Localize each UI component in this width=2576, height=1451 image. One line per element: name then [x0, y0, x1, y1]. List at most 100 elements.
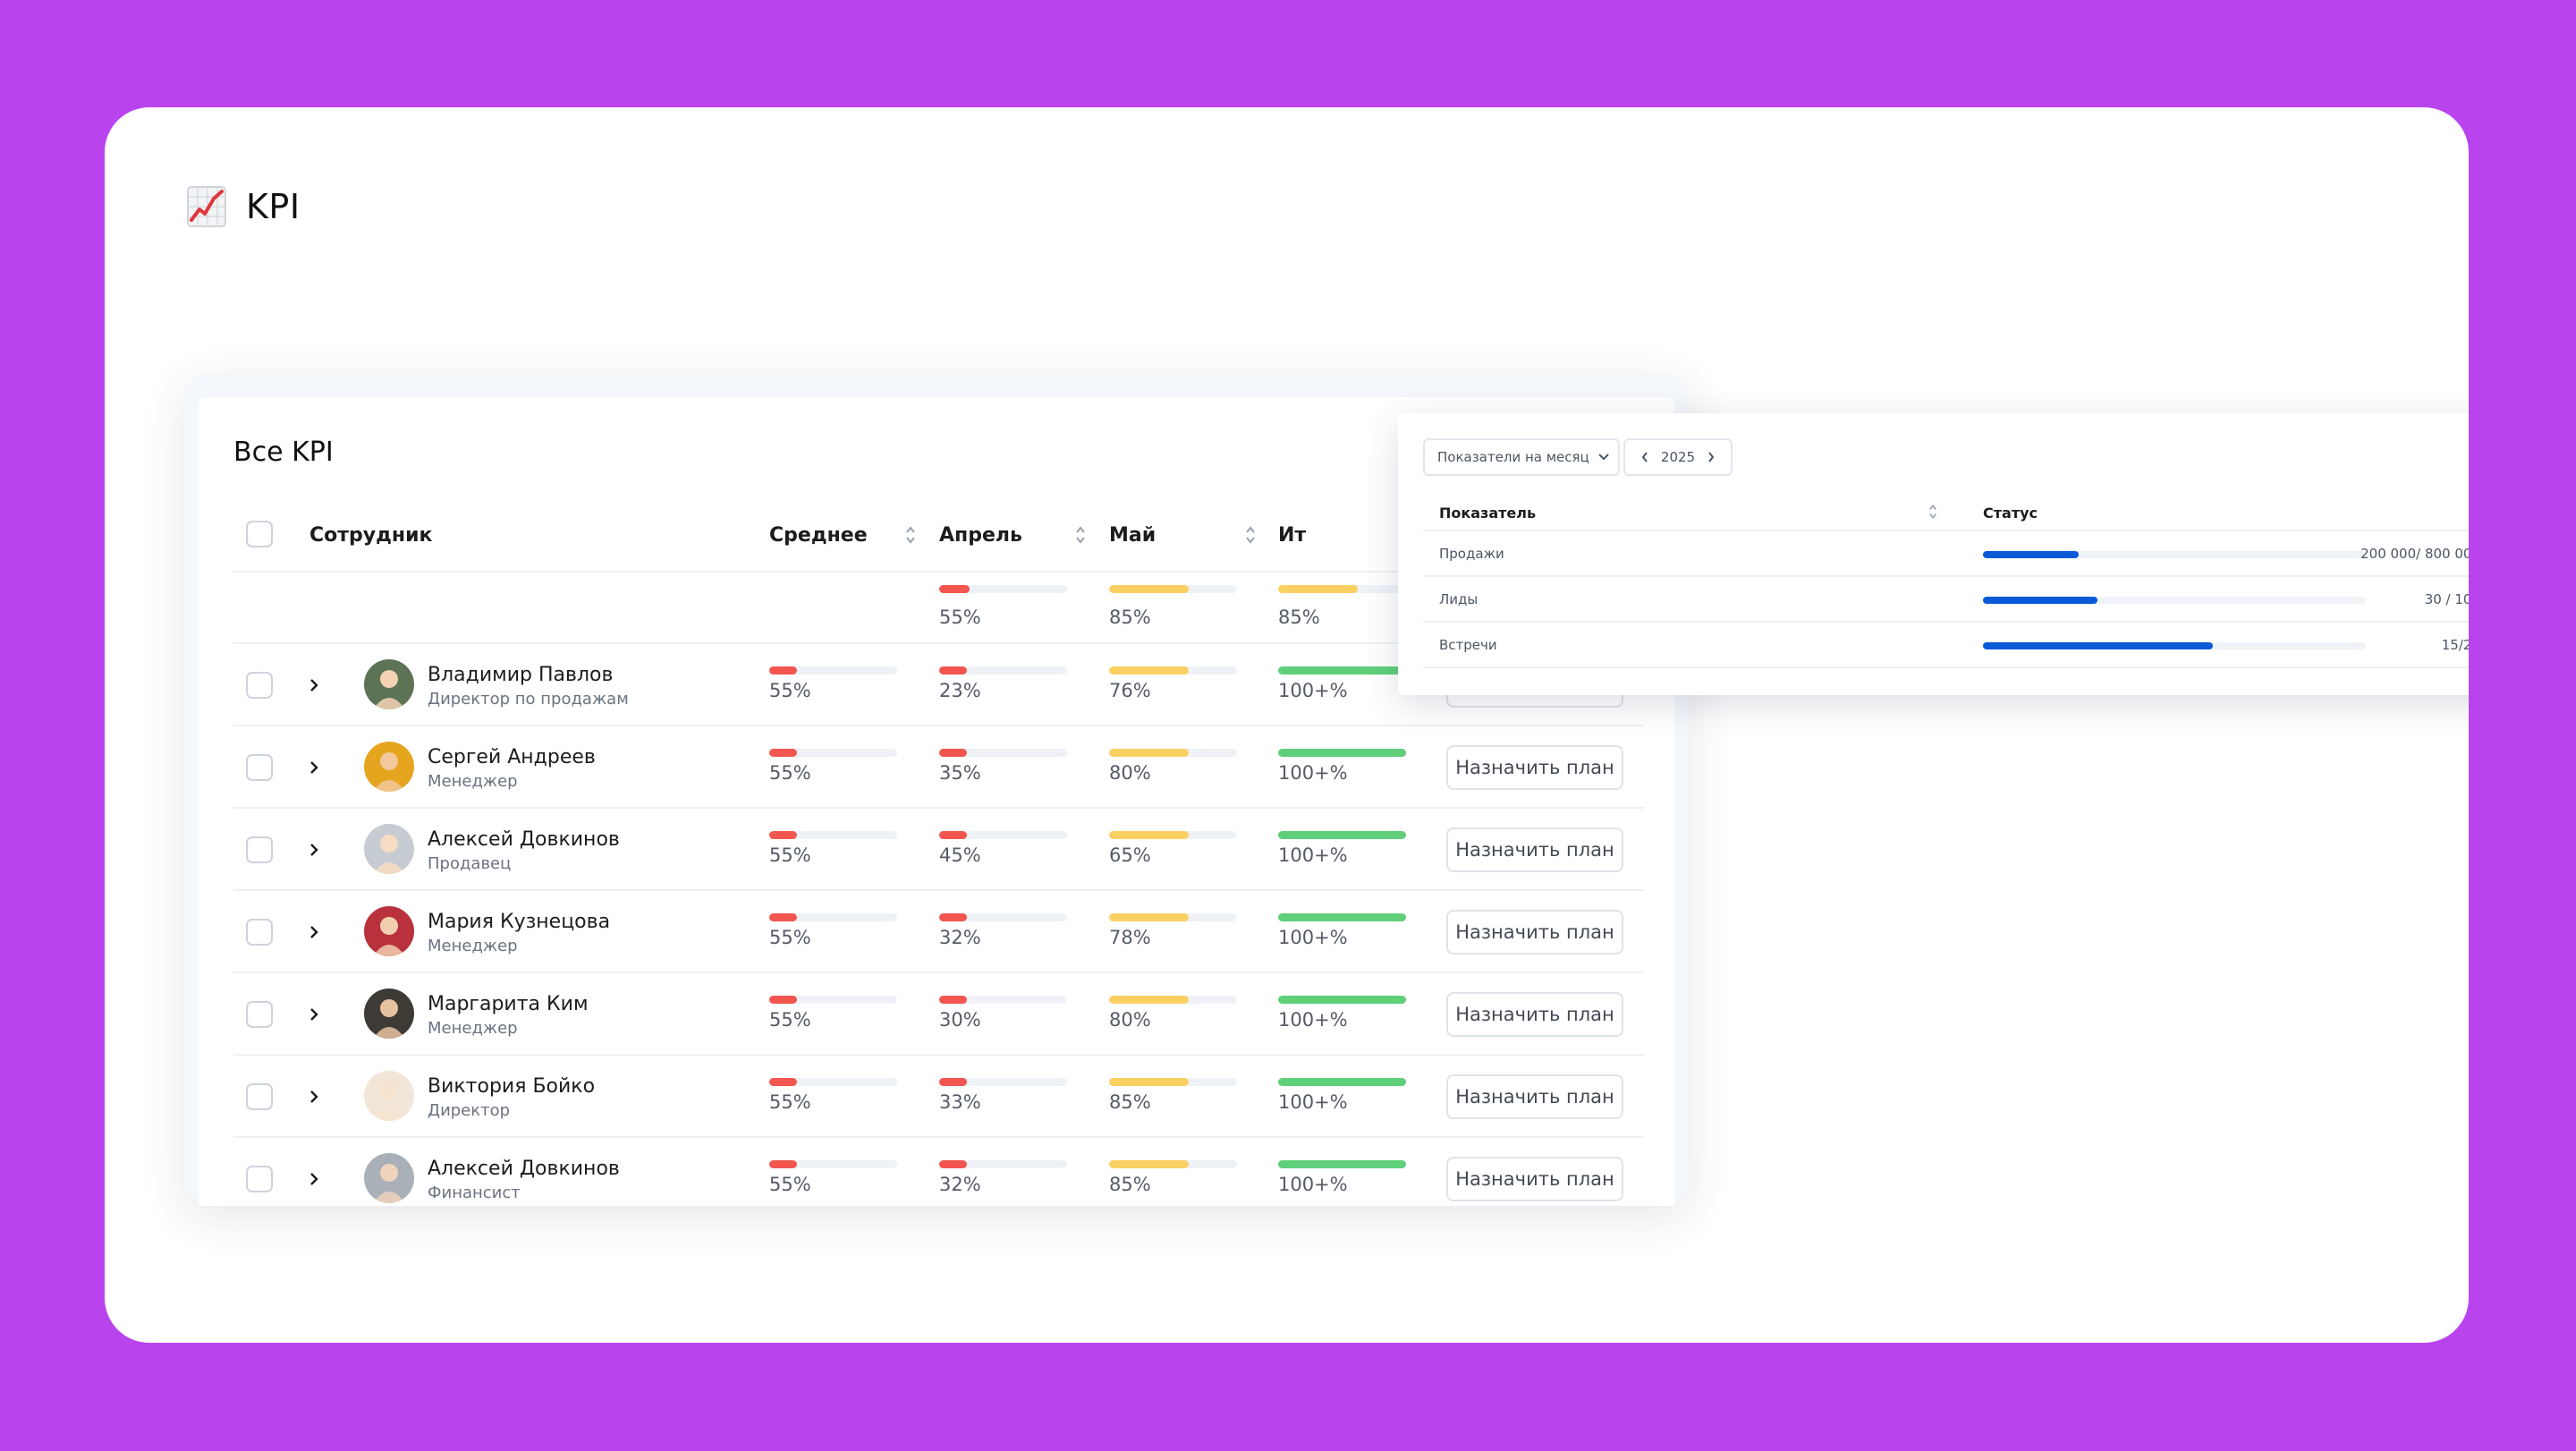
assign-plan-button[interactable]: Назначить план — [1446, 910, 1623, 955]
progress-bar — [769, 831, 897, 839]
period-dropdown[interactable]: Показатели на месяц — [1423, 438, 1620, 476]
summary-may-value: 85% — [1109, 607, 1151, 628]
row-checkbox[interactable] — [246, 754, 273, 781]
column-header-may[interactable]: Май — [1109, 524, 1157, 547]
progress-fill — [1109, 1160, 1189, 1168]
progress-bar — [769, 996, 897, 1004]
employee-name[interactable]: Виктория Бойко — [428, 1075, 596, 1098]
total-value: 100+% — [1278, 762, 1348, 784]
kpi-table-heading: Все KPI — [233, 437, 334, 468]
april-value: 32% — [939, 1174, 981, 1195]
kpi-page: KPI Все KPI Сотрудник Среднее Апрель Май… — [105, 107, 2469, 1343]
assign-plan-button[interactable]: Назначить план — [1446, 1157, 1623, 1201]
employee-name[interactable]: Владимир Павлов — [428, 664, 614, 686]
progress-fill — [1109, 831, 1189, 839]
assign-plan-button[interactable]: Назначить план — [1446, 1074, 1623, 1119]
may-value: 76% — [1109, 680, 1151, 701]
avatar — [364, 1071, 414, 1121]
column-header-metric[interactable]: Показатель — [1439, 505, 1537, 522]
expand-chevron-icon[interactable] — [307, 843, 321, 857]
column-header-employee[interactable]: Сотрудник — [309, 524, 433, 547]
metric-value: 30 / 100 — [2424, 591, 2469, 607]
average-value: 55% — [769, 1009, 811, 1031]
employee-name[interactable]: Мария Кузнецова — [428, 911, 611, 933]
row-checkbox[interactable] — [246, 919, 273, 946]
employee-role: Менеджер — [428, 772, 518, 791]
period-dropdown-label: Показатели на месяц — [1437, 449, 1589, 465]
employee-name[interactable]: Алексей Довкинов — [428, 828, 620, 851]
progress-fill — [769, 749, 798, 757]
expand-chevron-icon[interactable] — [307, 925, 321, 939]
progress-fill — [1109, 666, 1189, 675]
employee-name[interactable]: Сергей Андреев — [428, 746, 596, 768]
may-value: 80% — [1109, 762, 1151, 784]
expand-chevron-icon[interactable] — [307, 1090, 321, 1104]
column-header-average[interactable]: Среднее — [769, 524, 868, 547]
progress-bar — [1278, 1160, 1406, 1168]
expand-chevron-icon[interactable] — [307, 1007, 321, 1022]
progress-fill — [1278, 1078, 1406, 1086]
progress-fill — [769, 1160, 798, 1168]
april-value: 30% — [939, 1009, 981, 1031]
row-checkbox[interactable] — [246, 1083, 273, 1110]
assign-plan-button[interactable]: Назначить план — [1446, 827, 1623, 872]
row-checkbox[interactable] — [246, 1166, 273, 1192]
employee-name[interactable]: Алексей Довкинов — [428, 1158, 620, 1180]
progress-fill — [769, 666, 798, 675]
metric-row: Продажи 200 000/ 800 000 — [1423, 531, 2469, 577]
metric-row: Лиды 30 / 100 — [1423, 577, 2469, 623]
average-value: 55% — [769, 844, 811, 866]
progress-bar — [939, 585, 1067, 593]
may-value: 65% — [1109, 844, 1151, 866]
row-checkbox[interactable] — [246, 1001, 273, 1028]
progress-fill — [939, 666, 968, 675]
chevron-right-icon[interactable] — [1707, 452, 1715, 462]
column-header-status[interactable]: Статус — [1983, 505, 2038, 522]
kpi-table-card: Все KPI Сотрудник Среднее Апрель Май Ит … — [199, 397, 1674, 1206]
sort-icon[interactable] — [1245, 524, 1256, 546]
assign-plan-button[interactable]: Назначить план — [1446, 992, 1623, 1037]
chevron-left-icon[interactable] — [1641, 452, 1648, 462]
avatar — [364, 824, 414, 874]
summary-total-value: 85% — [1278, 607, 1320, 628]
progress-bar — [1278, 1078, 1406, 1086]
sort-icon[interactable] — [1075, 524, 1086, 546]
column-header-total[interactable]: Ит — [1278, 524, 1307, 547]
progress-fill — [769, 1078, 798, 1086]
table-row: Сергей Андреев Менеджер 55% 35% 80% 100+% Назн… — [233, 726, 1644, 809]
progress-bar — [1109, 831, 1237, 839]
year-navigator: 2025 — [1623, 438, 1733, 476]
sort-icon[interactable] — [905, 524, 916, 546]
assign-plan-button[interactable]: Назначить план — [1446, 745, 1623, 790]
progress-bar — [1109, 666, 1237, 675]
expand-chevron-icon[interactable] — [307, 1172, 321, 1186]
row-checkbox[interactable] — [246, 672, 273, 699]
progress-bar — [939, 1160, 1067, 1168]
progress-bar — [1109, 996, 1237, 1004]
progress-bar — [1109, 585, 1237, 593]
average-value: 55% — [769, 1091, 811, 1113]
april-value: 33% — [939, 1091, 981, 1113]
progress-fill — [769, 913, 798, 921]
progress-bar — [939, 996, 1067, 1004]
select-all-checkbox[interactable] — [246, 521, 273, 547]
expand-chevron-icon[interactable] — [307, 760, 321, 775]
row-checkbox[interactable] — [246, 836, 273, 863]
metric-value: 15/25 — [2441, 637, 2469, 653]
progress-bar — [939, 831, 1067, 839]
progress-fill — [1278, 585, 1358, 593]
column-header-april[interactable]: Апрель — [939, 524, 1022, 547]
metric-progress-bar — [1983, 642, 2366, 649]
employee-name[interactable]: Маргарита Ким — [428, 993, 589, 1015]
progress-fill — [1109, 913, 1189, 921]
progress-bar — [1278, 585, 1406, 593]
chevron-down-icon — [1598, 454, 1609, 461]
total-value: 100+% — [1278, 844, 1348, 866]
metric-progress-fill — [1983, 642, 2213, 649]
progress-fill — [1109, 1078, 1189, 1086]
sort-icon[interactable] — [1928, 503, 1937, 521]
employee-role: Продавец — [428, 854, 512, 873]
expand-chevron-icon[interactable] — [307, 678, 321, 692]
total-value: 100+% — [1278, 1174, 1348, 1195]
progress-fill — [939, 585, 970, 593]
